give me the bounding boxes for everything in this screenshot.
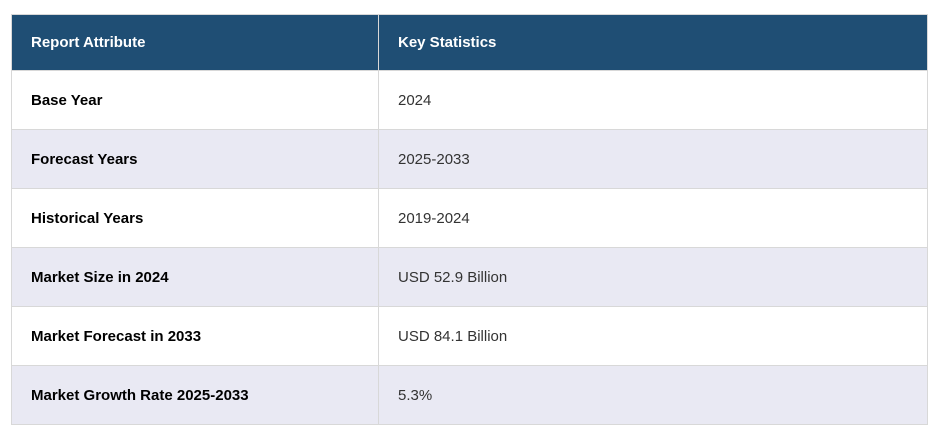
value-cell: 2019-2024 (378, 188, 928, 248)
value-cell: 5.3% (378, 365, 928, 425)
attribute-cell: Market Growth Rate 2025-2033 (11, 365, 379, 425)
table-header-row: Report Attribute Key Statistics (11, 14, 928, 71)
value-cell: 2025-2033 (378, 129, 928, 189)
column-header-report-attribute: Report Attribute (11, 14, 379, 71)
table-row: Base Year 2024 (11, 70, 928, 130)
attribute-cell: Forecast Years (11, 129, 379, 189)
table-row: Market Size in 2024 USD 52.9 Billion (11, 247, 928, 307)
table-row: Forecast Years 2025-2033 (11, 129, 928, 189)
attribute-cell: Market Size in 2024 (11, 247, 379, 307)
report-statistics-table: Report Attribute Key Statistics Base Yea… (11, 14, 928, 425)
table-row: Historical Years 2019-2024 (11, 188, 928, 248)
value-cell: 2024 (378, 70, 928, 130)
attribute-cell: Historical Years (11, 188, 379, 248)
table-body: Base Year 2024 Forecast Years 2025-2033 Hist… (11, 70, 928, 425)
attribute-cell: Base Year (11, 70, 379, 130)
value-cell: USD 84.1 Billion (378, 306, 928, 366)
table-row: Market Growth Rate 2025-2033 5.3% (11, 365, 928, 425)
column-header-key-statistics: Key Statistics (378, 14, 928, 71)
table-row: Market Forecast in 2033 USD 84.1 Billion (11, 306, 928, 366)
value-cell: USD 52.9 Billion (378, 247, 928, 307)
attribute-cell: Market Forecast in 2033 (11, 306, 379, 366)
